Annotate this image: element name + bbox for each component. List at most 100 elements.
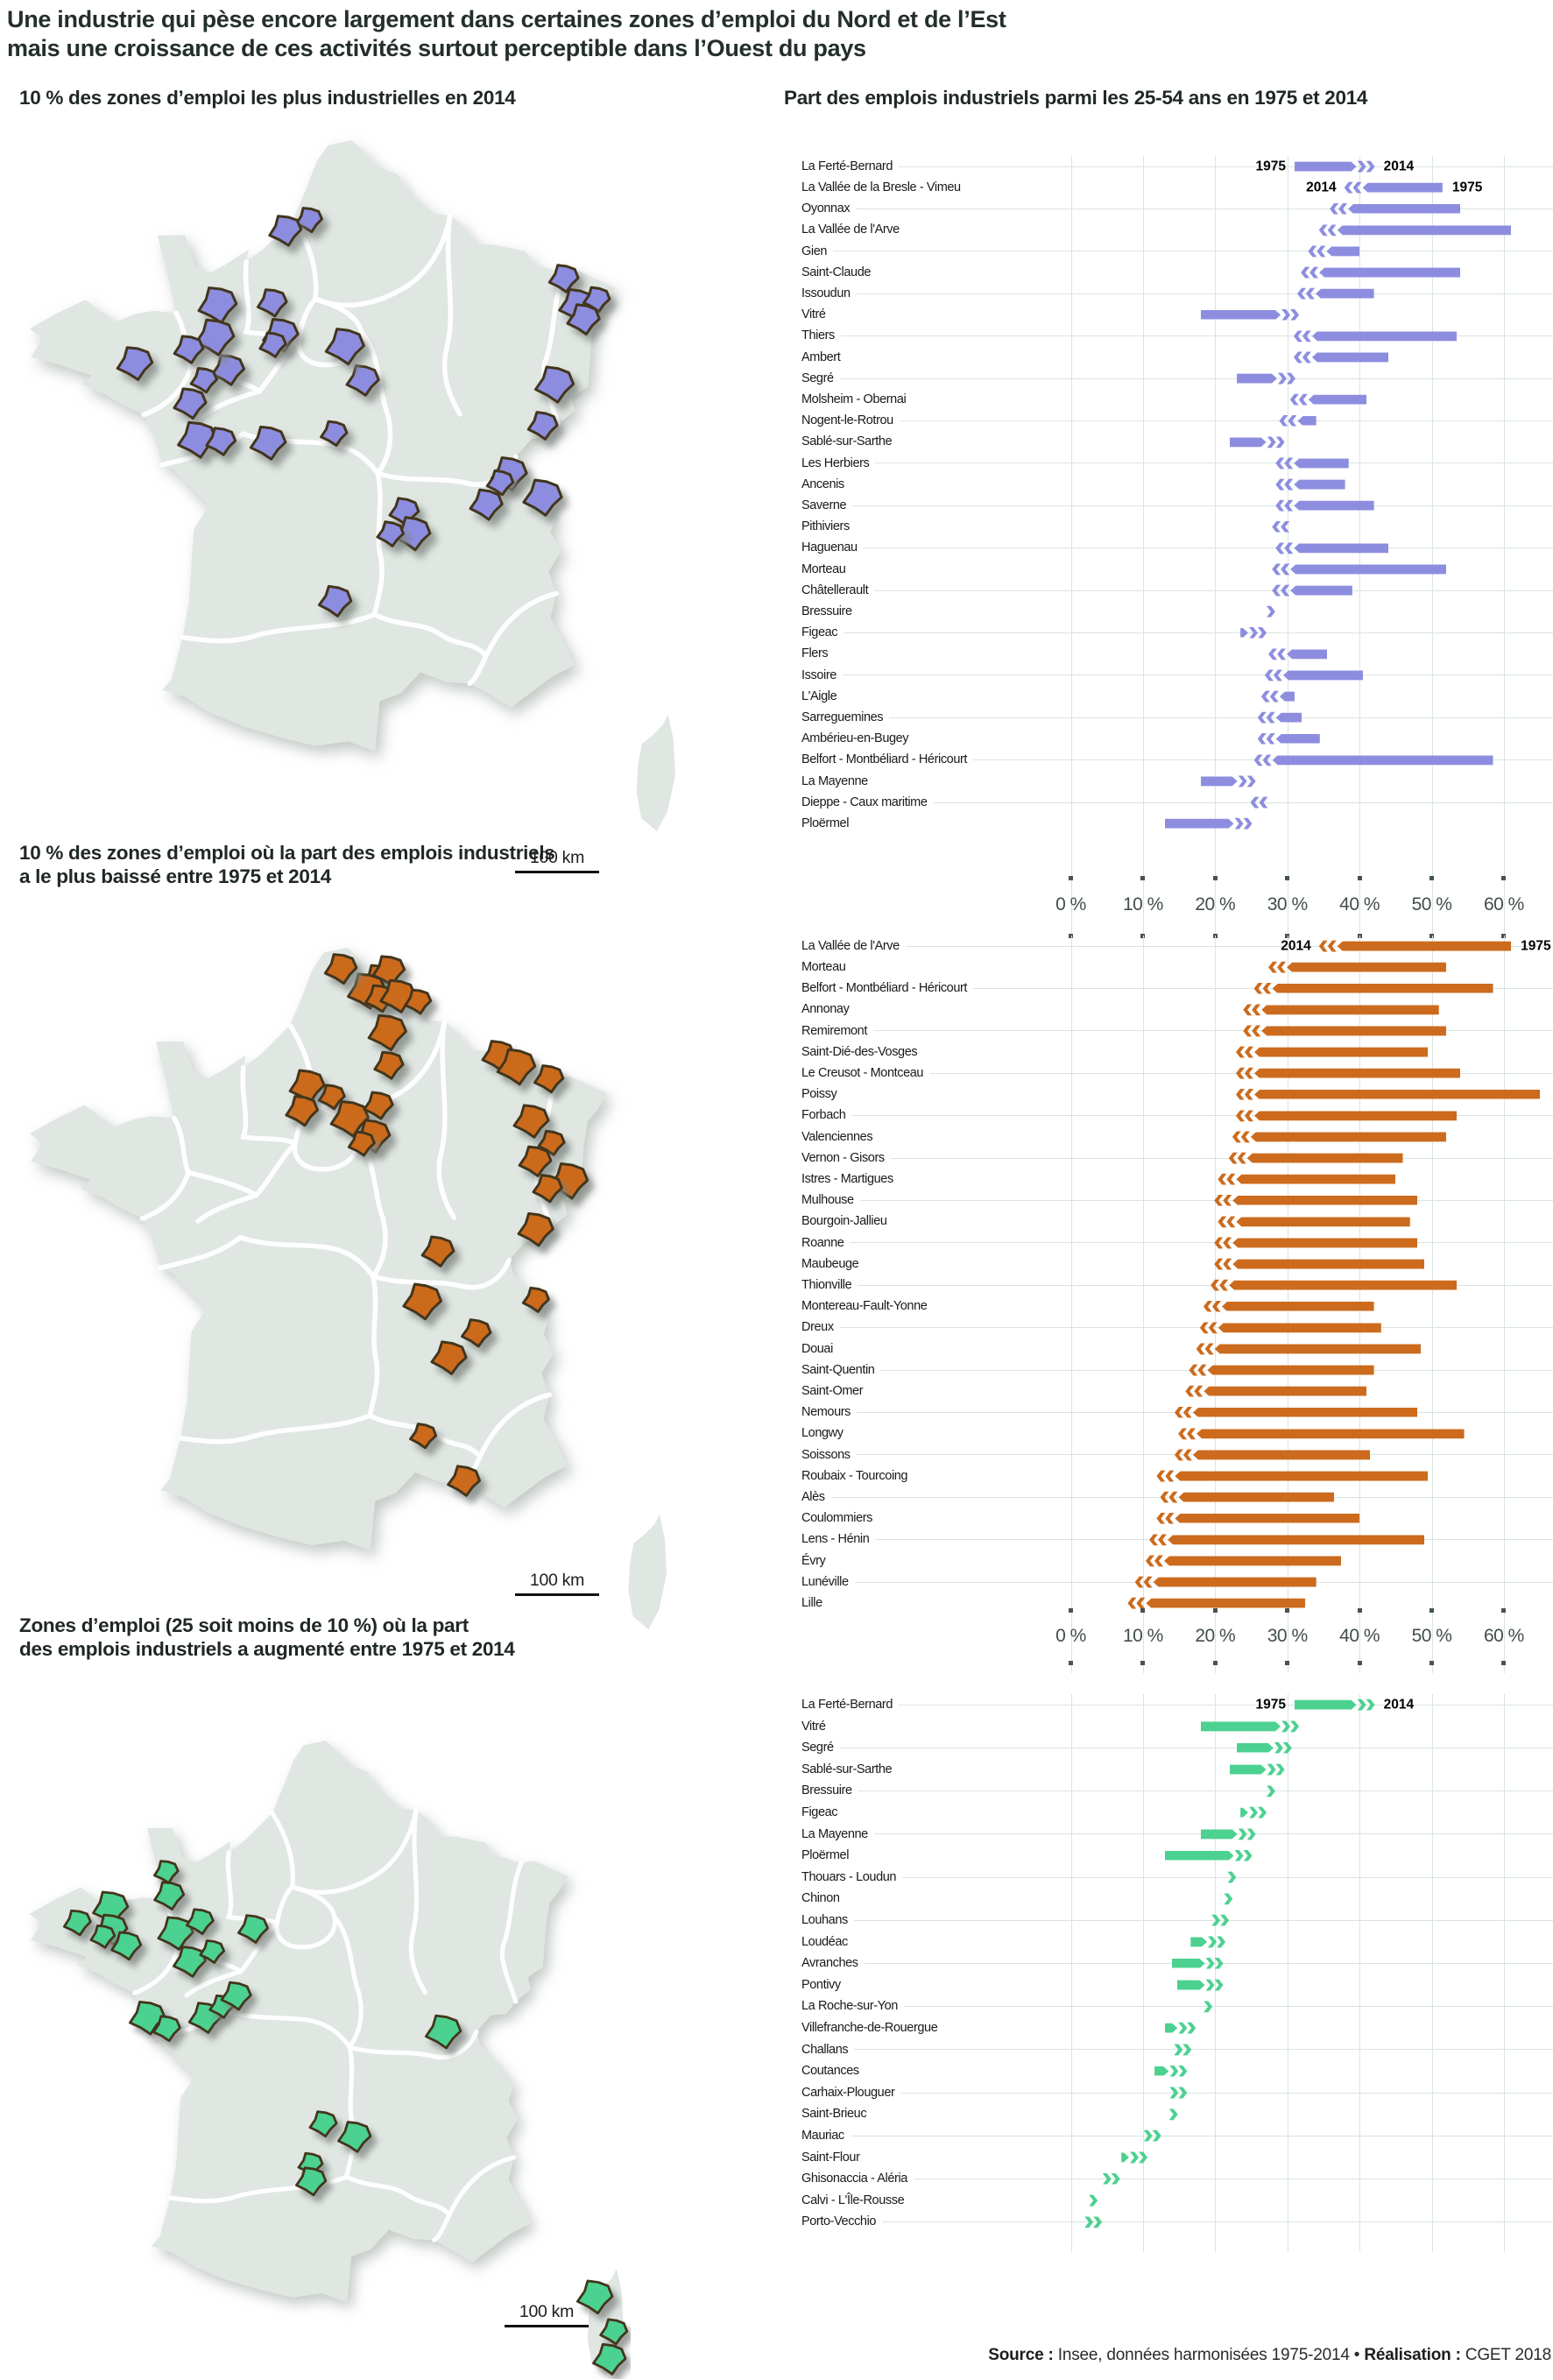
map-subtitle-1-line1: 10 % des zones d’emploi les plus industr… [19,87,516,109]
trend-arrow-chevron [1297,287,1307,300]
region-border [371,1257,512,1290]
trend-arrow-chevron [1366,1698,1375,1711]
trend-arrow-chevron [1284,542,1294,554]
chart-row: Gien [784,241,1553,262]
trend-arrow-body [1246,1153,1403,1163]
trend-arrow-body [1197,1429,1465,1439]
trend-arrow-chevron [1156,1512,1166,1524]
trend-arrow-chevron [1214,1237,1224,1249]
gridline [1503,156,1505,946]
map-scale-line [505,2325,589,2327]
trend-arrow-chevron [1267,436,1276,448]
map-scale-line [515,1593,599,1596]
leader-line [874,590,1553,591]
leader-line [834,653,1553,654]
trend-arrow-body [1290,564,1446,575]
zone-label: Bressuire [801,1783,852,1798]
trend-arrow-body [1201,1829,1238,1839]
map-zone [172,1946,208,1978]
region-border [274,1884,337,1950]
chart-row: Valenciennes [784,1126,1553,1148]
trend-arrow-chevron [1245,1110,1254,1122]
main-title-line1: Une industrie qui pèse encore largement … [7,6,1006,32]
france-outline [29,140,616,752]
axis-tick-label: 0 % [1055,1626,1086,1646]
gridline [1359,1694,1361,2252]
trend-arrow-chevron [1286,372,1295,385]
map-zone [320,420,349,448]
gridline [1431,936,1433,1673]
trend-arrow-body [1319,267,1461,278]
trend-arrow-chevron [1250,796,1260,809]
zone-label: Valenciennes [801,1129,873,1144]
zone-label: Châtellerault [801,583,869,597]
zone-label: Chinon [801,1891,840,1906]
map-subtitle-3: Zones d’emploi (25 soit moins de 10 %) o… [19,1614,515,1661]
chart-subtitle-text: Part des emplois industriels parmi les 2… [784,87,1368,109]
zone-label: Montereau-Fault-Yonne [801,1299,928,1314]
zone-label: Longwy [801,1426,844,1441]
trend-arrow-body [1165,1851,1234,1861]
trend-arrow-chevron [1234,1849,1244,1861]
realisation-text: CGET 2018 [1465,2346,1551,2364]
chart-row: Sablé-sur-Sarthe [784,1759,1553,1781]
trend-arrow-chevron [1288,414,1297,427]
trend-arrow-chevron [1327,940,1337,952]
trend-arrow-chevron [1203,1300,1212,1312]
map-zone [522,478,563,517]
zone-label: Flers [801,646,829,661]
region-border [149,2008,352,2050]
zone-label: Ambert [801,350,841,364]
leader-line [910,2200,1553,2201]
zone-label: Sarreguemines [801,710,884,725]
france-map-2 [29,947,667,1630]
map-zone [294,207,323,234]
zone-label: Saint-Quentin [801,1362,875,1377]
zone-label: Dreux [801,1320,834,1335]
zone-label: Évry [801,1553,826,1568]
gridline [1503,936,1505,1673]
zone-label: Istres - Martigues [801,1172,893,1187]
leader-line [866,2157,1553,2158]
map-zone [537,1129,566,1156]
trend-arrow-chevron [1248,1806,1258,1819]
map-zone [249,425,287,461]
zone-label: Nogent-le-Rotrou [801,413,893,428]
zone-label: Nemours [801,1405,851,1420]
trend-arrow-chevron [1236,1110,1246,1122]
trend-arrow-chevron [1223,1237,1232,1249]
trend-arrow-chevron [1154,1555,1164,1567]
leader-line [865,2071,1553,2072]
chart-row: Ambérieu-en-Bugey [784,728,1553,749]
chart-row: Ploërmel [784,1845,1553,1867]
trend-arrow-chevron [1102,2172,1112,2185]
trend-arrow-chevron [1199,1322,1209,1334]
trend-arrow-chevron [1281,308,1291,321]
chart-row: Vitré [784,304,1553,325]
trend-arrow-body [1294,479,1345,490]
france-map-3 [29,1740,629,2376]
map-scale-label: 100 km [519,2302,575,2321]
map-zone [518,1145,553,1177]
chart-row: Châtellerault [784,580,1553,601]
trend-arrow-chevron [1277,372,1287,385]
map-subtitle-3-line2: des emplois industriels a augmenté entre… [19,1638,515,1660]
region-border [344,2174,452,2217]
trend-arrow-body [1250,1132,1446,1142]
zone-label: Morteau [801,561,846,576]
chart-row: Saint-Brieuc [784,2103,1553,2125]
trend-arrow-chevron [1275,478,1285,491]
axis-tick [1069,1608,1073,1613]
source-label: Source : [988,2346,1054,2364]
chart-row: Figeac [784,1802,1553,1824]
trend-arrow-chevron [1366,160,1375,173]
zone-label: Annonay [801,1002,850,1017]
map-zone [532,1174,563,1204]
chart-row: Dreux [784,1317,1553,1338]
map-zone [116,346,154,381]
map-zone [345,364,380,397]
trend-arrow-chevron [1232,1131,1241,1143]
trend-arrow-chevron [1182,1449,1192,1461]
zone-label: Thiers [801,328,835,343]
map-zone [461,1318,492,1348]
